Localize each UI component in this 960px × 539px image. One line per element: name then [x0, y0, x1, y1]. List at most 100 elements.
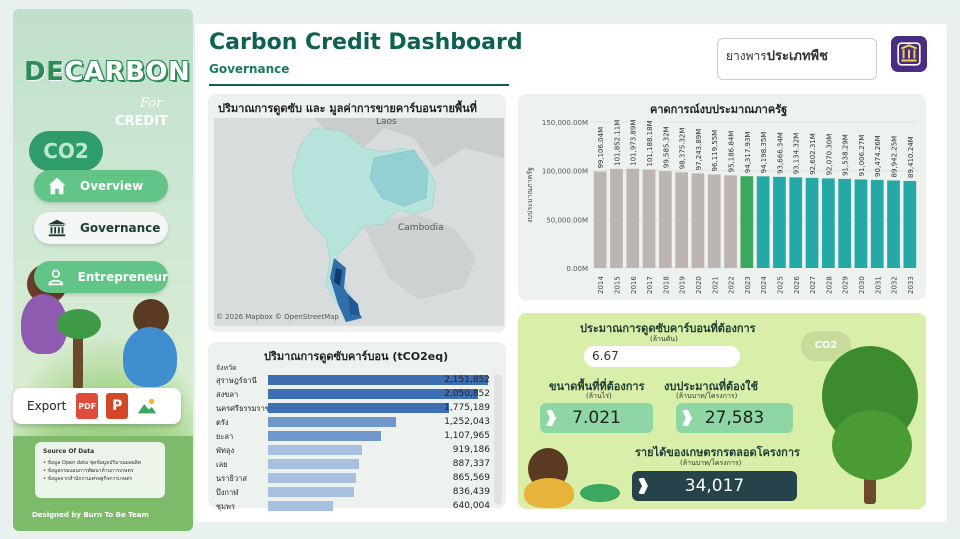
income-title: รายได้ของเกษตรกรตลอดโครงการ: [635, 446, 800, 459]
table-row[interactable]: นราธิวาส 865,569: [216, 472, 504, 484]
nav-governance-label: Governance: [80, 221, 161, 235]
budget-value: 27,583: [704, 408, 765, 428]
budget-bar[interactable]: [903, 180, 917, 268]
thailand-map[interactable]: Laos Cambodia: [214, 118, 504, 326]
designed-by-text: Designed by Burn To Be Team: [32, 511, 149, 519]
x-tick-label: 2026: [793, 276, 801, 294]
budget-bar[interactable]: [642, 169, 656, 268]
table-row[interactable]: สุราษฎร์ธานี 2,151,852: [216, 374, 504, 386]
bar-value-label: 92,602.31M: [809, 133, 817, 175]
absorption-bar: [268, 403, 449, 413]
export-bar: Export PDF P: [13, 388, 181, 424]
user-icon: [48, 269, 64, 286]
budget-bar[interactable]: [691, 173, 705, 268]
page-title: Carbon Credit Dashboard: [209, 30, 523, 55]
x-tick-label: 2029: [842, 276, 850, 294]
calc-title-unit: (ล้านตัน): [650, 335, 678, 343]
table-row[interactable]: สงขลา 2,050,852: [216, 388, 504, 400]
nav-entrepreneur-label: Entrepreneur: [77, 270, 168, 284]
budget-bar[interactable]: [789, 177, 803, 268]
absorption-value: 836,439: [452, 487, 490, 497]
pdf-icon[interactable]: PDF: [76, 393, 99, 419]
x-tick-label: 2018: [662, 276, 670, 294]
budget-bar[interactable]: [740, 176, 754, 268]
budget-bar[interactable]: [675, 172, 689, 268]
source-item: • ข้อมูล Open data ชุดข้อมูลปริมาณผลผลิต: [43, 460, 141, 466]
x-tick-label: 2021: [711, 276, 719, 294]
budget-kpi: 27,583: [676, 403, 793, 433]
powerpoint-icon[interactable]: P: [106, 393, 129, 419]
map-title: ปริมาณการดูดซับ และ มูลค่าการขายคาร์บอนร…: [218, 102, 477, 115]
budget-bar[interactable]: [626, 168, 640, 268]
arrow-icon: [638, 478, 648, 494]
table-row[interactable]: ตรัง 1,252,043: [216, 416, 504, 428]
income-kpi: 34,017: [632, 471, 797, 501]
arrow-icon: [682, 410, 692, 426]
co2-cloud-icon: CO2: [29, 131, 103, 171]
budget-bar[interactable]: [887, 180, 900, 268]
crop-type-filter[interactable]: ยางพารประเภทพืช: [717, 38, 877, 80]
bar-value-label: 95,186.84M: [728, 131, 736, 173]
budget-bar[interactable]: [724, 175, 737, 268]
budget-bar[interactable]: [610, 168, 623, 268]
budget-bar[interactable]: [854, 179, 868, 268]
budget-bar[interactable]: [593, 171, 607, 268]
x-tick-label: 2031: [874, 276, 882, 294]
province-name: นราธิวาส: [216, 474, 247, 483]
x-tick-label: 2022: [728, 276, 736, 294]
budget-bar[interactable]: [870, 179, 884, 268]
province-name: พัทลุง: [216, 446, 235, 455]
x-tick-label: 2020: [695, 276, 703, 294]
plant-illustration: [57, 309, 101, 339]
budget-bar[interactable]: [658, 171, 672, 268]
bar-value-label: 93,134.32M: [793, 133, 801, 175]
building-icon: [47, 219, 67, 237]
arrow-icon: [546, 410, 556, 426]
nav-entrepreneur-button[interactable]: Entrepreneur: [34, 261, 168, 293]
province-name: บึงกาฬ: [216, 488, 239, 497]
person-illustration: [123, 327, 177, 387]
x-tick-label: 2027: [809, 276, 817, 294]
filter-value: ประเภทพืช: [766, 49, 828, 64]
bar-value-label: 91,538.29M: [842, 134, 850, 176]
budget-bar[interactable]: [707, 174, 721, 268]
title-divider: [209, 84, 509, 86]
image-icon[interactable]: [136, 393, 159, 419]
page-subtitle: Governance: [209, 62, 290, 76]
absorption-bar: [268, 501, 333, 511]
map-label-laos: Laos: [376, 118, 397, 127]
nav-overview-button[interactable]: Overview: [34, 170, 168, 202]
absorption-value: 640,004: [452, 501, 490, 511]
chart-ylabel: งบประมาณภาครัฐ: [526, 167, 534, 223]
bar-value-label: 89,942.25M: [891, 136, 899, 178]
table-row[interactable]: นครศรีธรรมราช 1,775,189: [216, 402, 504, 414]
table-row[interactable]: บึงกาฬ 836,439: [216, 486, 504, 498]
bar-value-label: 94,198.35M: [760, 132, 768, 174]
absorption-bar: [268, 417, 396, 427]
table-row[interactable]: ยะลา 1,107,965: [216, 430, 504, 442]
province-name: นครศรีธรรมราช: [216, 404, 270, 413]
province-name: ตรัง: [216, 418, 229, 427]
carbon-target-input[interactable]: 6.67: [584, 346, 740, 367]
table-scrollbar[interactable]: [494, 374, 502, 504]
table-row[interactable]: ชุมพร 640,004: [216, 500, 504, 512]
source-title: Source Of Data: [43, 448, 95, 455]
budget-bar[interactable]: [805, 177, 819, 268]
budget-bar[interactable]: [821, 178, 835, 268]
table-row[interactable]: เลย 887,337: [216, 458, 504, 470]
province-name: เลย: [216, 460, 228, 469]
budget-bar[interactable]: [773, 176, 786, 268]
budget-bar[interactable]: [756, 176, 770, 268]
bar-value-label: 99,106.04M: [597, 127, 605, 169]
nav-governance-button[interactable]: Governance: [34, 212, 168, 244]
table-row[interactable]: พัทลุง 919,186: [216, 444, 504, 456]
budget-bar[interactable]: [838, 178, 852, 268]
budget-title: งบประมาณที่ต้องใช้: [664, 380, 758, 393]
budget-unit: (ล้านบาท/โครงการ): [676, 392, 738, 400]
area-kpi: 7.021: [540, 403, 653, 433]
bar-value-label: 99,585.32M: [662, 126, 670, 168]
farmer-illustration: [524, 478, 574, 508]
bar-value-label: 98,375.32M: [679, 128, 687, 170]
income-value: 34,017: [684, 476, 745, 496]
absorption-value: 919,186: [452, 445, 490, 455]
